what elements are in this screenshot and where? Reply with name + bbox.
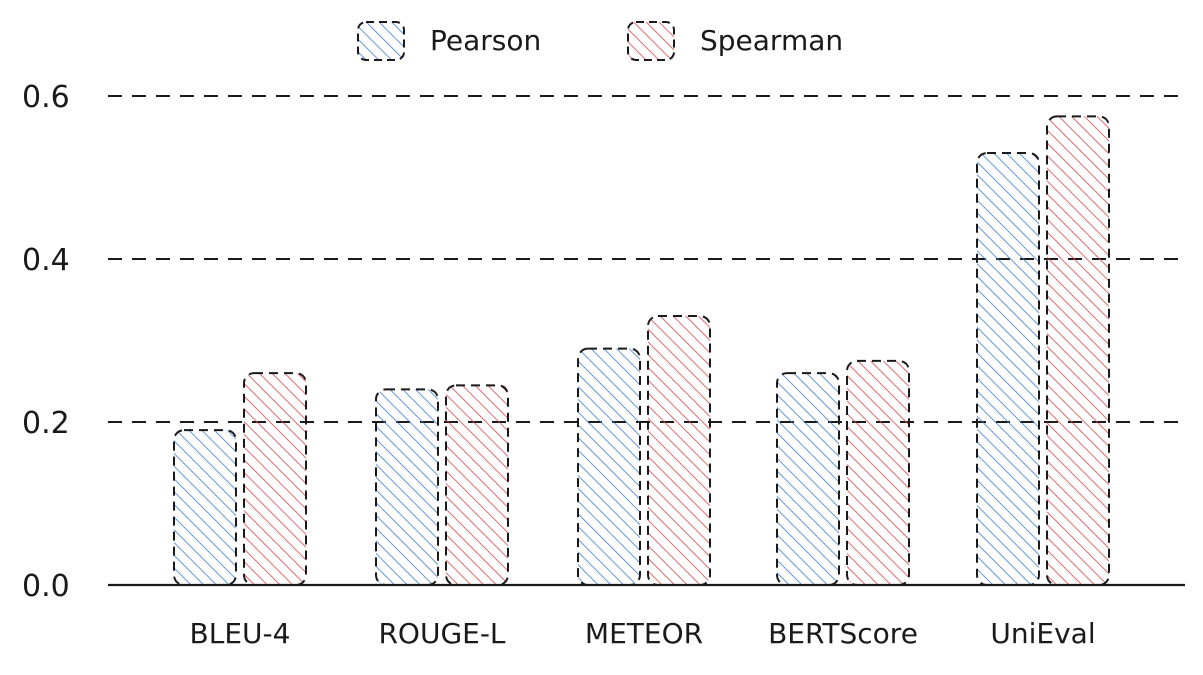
x-tick-label: ROUGE-L xyxy=(378,617,505,650)
bar-pearson-rouge-l xyxy=(375,388,439,586)
x-tick-label: METEOR xyxy=(585,617,703,650)
x-axis: 0.0 0.2 0.4 0.6 BLEU-4 ROUGE-L METEOR BERTScore… xyxy=(22,80,1185,650)
bar-pearson-bleu-4 xyxy=(173,429,237,586)
bar-spearman-bertscore xyxy=(846,359,910,586)
bar-spearman-rouge-l xyxy=(445,384,509,587)
bar-spearman-meteor xyxy=(647,315,711,586)
y-tick-label: 0.6 xyxy=(22,80,70,115)
bar-pearson-meteor xyxy=(577,347,641,586)
legend-label-pearson: Pearson xyxy=(430,24,541,57)
bars xyxy=(173,115,1110,587)
y-tick-label: 0.2 xyxy=(22,406,70,441)
legend: Pearson Spearman xyxy=(357,21,843,61)
bar-pearson-bertscore xyxy=(776,372,840,586)
x-tick-label: UniEval xyxy=(990,617,1095,650)
bar-pearson-unieval xyxy=(976,152,1040,587)
legend-label-spearman: Spearman xyxy=(700,24,843,57)
x-tick-label: BLEU-4 xyxy=(190,617,291,650)
x-tick-label: BERTScore xyxy=(768,617,918,650)
y-tick-label: 0.0 xyxy=(22,569,70,604)
legend-swatch-pearson xyxy=(357,21,405,61)
bar-spearman-unieval xyxy=(1046,115,1110,586)
y-tick-label: 0.4 xyxy=(22,243,70,278)
bar-spearman-bleu-4 xyxy=(243,372,307,586)
legend-swatch-spearman xyxy=(627,21,675,61)
